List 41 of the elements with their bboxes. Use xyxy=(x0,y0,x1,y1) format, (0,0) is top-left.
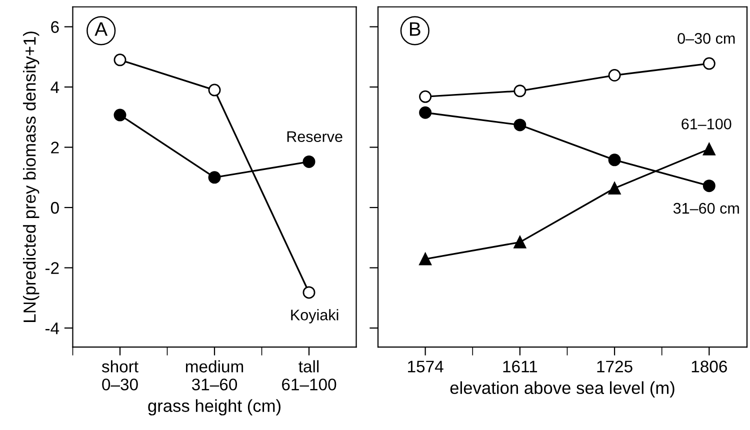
y-axis-title: LN(predicted prey biomass density+1) xyxy=(23,32,40,322)
series-label: 31–60 cm xyxy=(673,202,739,214)
point xyxy=(514,236,526,248)
x-tick-label: medium 31–60 xyxy=(186,360,244,390)
x-axis-title: grass height (cm) xyxy=(148,399,280,416)
annotation: A xyxy=(94,22,108,36)
y-tick-label: 6 xyxy=(51,21,59,33)
point xyxy=(114,54,126,66)
x-tick-label: 1574 xyxy=(408,360,444,372)
point xyxy=(702,180,716,192)
point xyxy=(114,108,126,122)
x-axis-title: elevation above sea level (m) xyxy=(450,381,674,398)
x-tick-label: 1611 xyxy=(503,360,538,372)
x-tick-label: 1806 xyxy=(692,360,727,372)
y-tick-label: 0 xyxy=(50,202,59,214)
point xyxy=(608,154,621,166)
x-tick-label: tall 61–100 xyxy=(282,360,336,390)
point xyxy=(608,69,621,82)
point xyxy=(702,142,716,156)
y-tick-label: -4 xyxy=(45,322,60,334)
x-tick-label: short 0–30 xyxy=(102,360,138,390)
series-label: Koyiaki xyxy=(291,309,338,324)
point xyxy=(302,155,316,168)
y-tick-label: 2 xyxy=(51,142,59,154)
y-tick-label: 4 xyxy=(50,82,60,94)
point xyxy=(514,84,526,98)
series-label: 61–100 xyxy=(682,118,732,130)
point xyxy=(208,84,221,96)
point xyxy=(608,182,621,194)
annotation: B xyxy=(410,22,420,36)
series-label: 0–30 cm xyxy=(678,33,735,44)
point xyxy=(514,118,526,132)
point xyxy=(419,106,432,119)
point xyxy=(208,171,221,184)
point xyxy=(419,252,432,266)
legend-label: Reserve xyxy=(287,131,342,142)
point xyxy=(702,57,716,70)
point xyxy=(419,90,432,103)
point xyxy=(302,286,316,299)
x-tick-label: 1725 xyxy=(597,360,632,372)
y-tick-label: -2 xyxy=(45,262,59,274)
